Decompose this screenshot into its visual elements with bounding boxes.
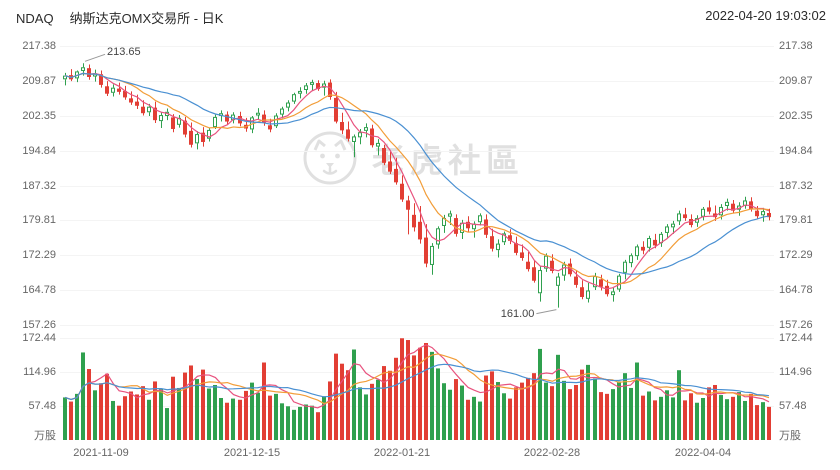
kline-chart-canvas[interactable]: [0, 0, 840, 470]
kline-screen: NDAQ纳斯达克OMX交易所 - 日K 2022-04-20 19:03:02 …: [0, 0, 840, 470]
